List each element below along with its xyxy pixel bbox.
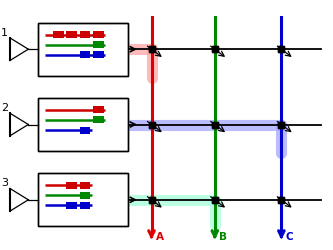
FancyBboxPatch shape <box>93 32 104 39</box>
FancyBboxPatch shape <box>66 202 77 209</box>
FancyBboxPatch shape <box>93 52 104 59</box>
Text: B: B <box>219 231 227 241</box>
FancyBboxPatch shape <box>66 32 77 39</box>
FancyBboxPatch shape <box>38 174 128 226</box>
FancyBboxPatch shape <box>38 24 128 76</box>
Text: 3: 3 <box>1 178 8 188</box>
FancyBboxPatch shape <box>80 202 90 209</box>
FancyBboxPatch shape <box>38 99 128 151</box>
FancyBboxPatch shape <box>53 32 64 39</box>
FancyBboxPatch shape <box>80 127 90 134</box>
Text: C: C <box>285 231 293 241</box>
Text: 2: 2 <box>1 102 8 113</box>
FancyBboxPatch shape <box>93 107 104 114</box>
Text: 1: 1 <box>1 28 8 38</box>
FancyBboxPatch shape <box>80 32 90 39</box>
FancyBboxPatch shape <box>93 42 104 49</box>
FancyBboxPatch shape <box>93 117 104 124</box>
FancyBboxPatch shape <box>80 192 90 199</box>
Text: A: A <box>156 231 164 241</box>
FancyBboxPatch shape <box>80 52 90 59</box>
FancyBboxPatch shape <box>80 182 90 189</box>
FancyBboxPatch shape <box>66 182 77 189</box>
